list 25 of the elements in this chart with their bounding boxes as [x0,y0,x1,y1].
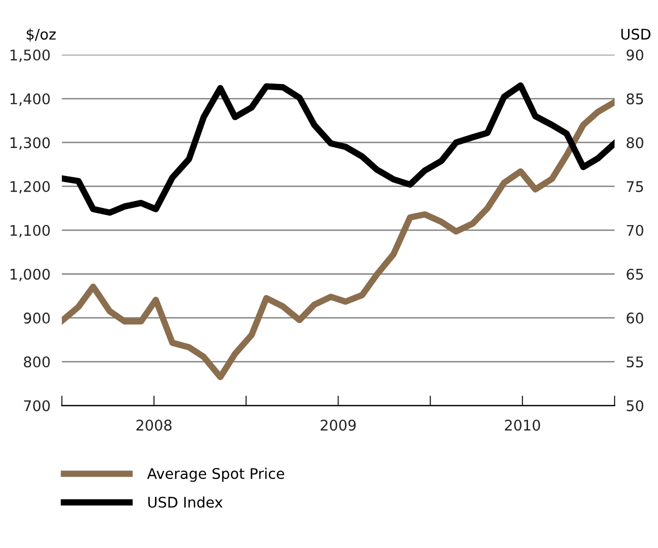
x-tick-label: 2008 [136,420,172,431]
y-tick-label: 1,000 [10,268,50,282]
y2-tick-label: 55 [626,356,643,368]
y-tick-label: 1,200 [10,181,50,194]
y-tick-label: 1,100 [10,224,50,238]
y-tick-label: 1,300 [10,137,50,150]
y2-tick-label: 60 [626,312,644,324]
y-tick-label: 700 [24,400,50,412]
y2-tick-label: 80 [626,137,644,148]
legend-label: USD Index [148,496,223,508]
y-tick-label: 1,400 [10,93,50,106]
x-tick-label: 2009 [320,420,356,431]
y2-tick-label: 85 [626,93,643,104]
x-tick-label: 2010 [504,420,540,431]
y2-axis-title: USD [621,28,650,40]
y2-tick-label: 70 [626,224,644,236]
y-axis-title: $/oz [26,28,56,42]
y-tick-label: 1,500 [10,50,50,62]
y-tick-label: 900 [24,312,50,324]
y2-tick-label: 75 [626,181,643,192]
y2-tick-label: 50 [626,400,644,412]
y2-tick-label: 65 [626,268,643,280]
y-tick-label: 800 [24,356,50,368]
legend-label: Average Spot Price [147,468,284,482]
y2-tick-label: 90 [626,50,644,61]
